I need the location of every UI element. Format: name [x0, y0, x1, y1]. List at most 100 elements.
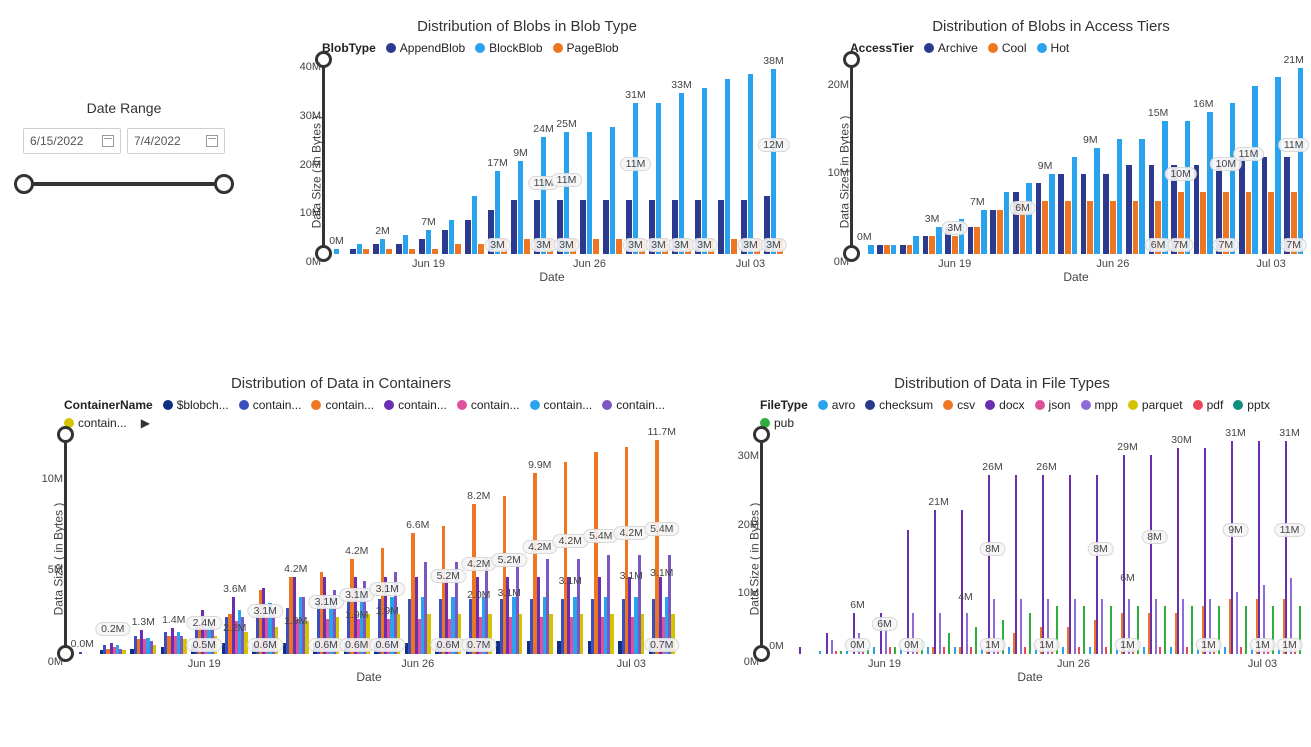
legend-item[interactable]: PageBlob — [553, 41, 619, 55]
chart-plot[interactable]: 0M5M10M0.0M1.3M1.4M3.6M4.2M4.2M6.6M8.2M9… — [64, 434, 674, 654]
bar[interactable] — [79, 652, 82, 654]
bar[interactable] — [819, 651, 821, 654]
bar[interactable] — [380, 239, 386, 254]
legend-item[interactable]: contain... — [602, 398, 665, 412]
bar[interactable] — [610, 127, 616, 254]
bar[interactable] — [894, 647, 896, 654]
legend-item[interactable]: avro — [818, 398, 855, 412]
bar[interactable] — [943, 647, 945, 654]
bar[interactable] — [961, 510, 963, 654]
bar[interactable] — [939, 613, 941, 654]
bar[interactable] — [771, 69, 777, 254]
legend-item[interactable]: csv — [943, 398, 975, 412]
bar[interactable] — [403, 235, 409, 255]
bar[interactable] — [580, 614, 583, 654]
bar[interactable] — [610, 614, 613, 654]
legend-item[interactable]: contain... — [64, 416, 127, 430]
bar[interactable] — [350, 249, 356, 254]
bar[interactable] — [1089, 647, 1091, 654]
bar[interactable] — [580, 200, 586, 254]
bar[interactable] — [1087, 201, 1093, 254]
bar[interactable] — [948, 633, 950, 654]
legend-item[interactable]: docx — [985, 398, 1024, 412]
bar[interactable] — [826, 633, 828, 654]
bar[interactable] — [923, 236, 929, 254]
bar[interactable] — [564, 132, 570, 254]
bar[interactable] — [831, 640, 833, 654]
bar[interactable] — [1239, 157, 1245, 255]
bar[interactable] — [1024, 647, 1026, 654]
bar[interactable] — [1020, 599, 1022, 654]
bar[interactable] — [988, 475, 990, 654]
bar[interactable] — [1177, 448, 1179, 654]
bar[interactable] — [1155, 599, 1157, 654]
bar[interactable] — [1094, 148, 1100, 254]
bar[interactable] — [1252, 86, 1258, 254]
bar[interactable] — [1150, 455, 1152, 654]
bar[interactable] — [1072, 157, 1078, 255]
chart-plot[interactable]: 0M10M20M0M3M7M9M9M15M16M21M3M6M10M10M11M… — [850, 59, 1302, 254]
bar[interactable] — [1182, 599, 1184, 654]
bar[interactable] — [1103, 174, 1109, 254]
bar[interactable] — [718, 200, 724, 254]
bar[interactable] — [1191, 606, 1193, 654]
legend-more-icon[interactable]: ▶ — [141, 416, 150, 430]
bar[interactable] — [1078, 647, 1080, 654]
legend-item[interactable]: contain... — [457, 398, 520, 412]
bar[interactable] — [835, 651, 837, 654]
bar[interactable] — [966, 613, 968, 654]
legend-item[interactable]: checksum — [865, 398, 933, 412]
chart-plot[interactable]: 0M10M20M30M40M0M2M7M17M9M24M25M31M33M38M… — [322, 59, 782, 254]
slider-knob-start[interactable] — [14, 174, 34, 194]
bar[interactable] — [868, 245, 874, 254]
bar[interactable] — [1262, 157, 1268, 255]
bar[interactable] — [373, 244, 379, 254]
bar[interactable] — [981, 210, 987, 254]
bar[interactable] — [1069, 475, 1071, 654]
bar[interactable] — [1105, 647, 1107, 654]
slider-knob-end[interactable] — [214, 174, 234, 194]
bar[interactable] — [1058, 174, 1064, 254]
bar[interactable] — [1083, 606, 1085, 654]
legend-item[interactable]: contain... — [239, 398, 302, 412]
bar[interactable] — [877, 245, 883, 254]
bar[interactable] — [1200, 192, 1206, 254]
bar[interactable] — [386, 249, 392, 254]
bar[interactable] — [970, 647, 972, 654]
legend-item[interactable]: json — [1035, 398, 1071, 412]
bar[interactable] — [524, 239, 530, 254]
date-from-field[interactable]: 6/15/2022 — [23, 128, 121, 154]
bar[interactable] — [1298, 68, 1304, 254]
bar[interactable] — [1074, 599, 1076, 654]
bar[interactable] — [334, 249, 340, 254]
bar[interactable] — [1204, 448, 1206, 654]
legend-item[interactable]: contain... — [384, 398, 447, 412]
bar[interactable] — [725, 79, 731, 255]
bar[interactable] — [1096, 475, 1098, 654]
bar[interactable] — [1117, 139, 1123, 254]
bar[interactable] — [1170, 647, 1172, 654]
bar[interactable] — [936, 227, 942, 254]
bar[interactable] — [1224, 647, 1226, 654]
bar[interactable] — [122, 650, 125, 654]
bar[interactable] — [702, 88, 708, 254]
bar[interactable] — [1194, 165, 1200, 254]
date-range-slider[interactable] — [14, 172, 234, 196]
bar[interactable] — [1110, 201, 1116, 254]
bar[interactable] — [1015, 475, 1017, 654]
bar[interactable] — [1081, 174, 1087, 254]
legend-item[interactable]: Hot — [1037, 41, 1070, 55]
bar[interactable] — [1062, 647, 1064, 654]
bar[interactable] — [153, 645, 156, 654]
bar[interactable] — [603, 200, 609, 254]
bar[interactable] — [907, 530, 909, 654]
date-to-field[interactable]: 7/4/2022 — [127, 128, 225, 154]
bar[interactable] — [748, 74, 754, 254]
legend-item[interactable]: Cool — [988, 41, 1027, 55]
bar[interactable] — [840, 651, 842, 654]
bar[interactable] — [884, 245, 890, 254]
legend-item[interactable]: parquet — [1128, 398, 1183, 412]
bar[interactable] — [913, 236, 919, 254]
bar[interactable] — [934, 510, 936, 654]
bar[interactable] — [954, 647, 956, 654]
